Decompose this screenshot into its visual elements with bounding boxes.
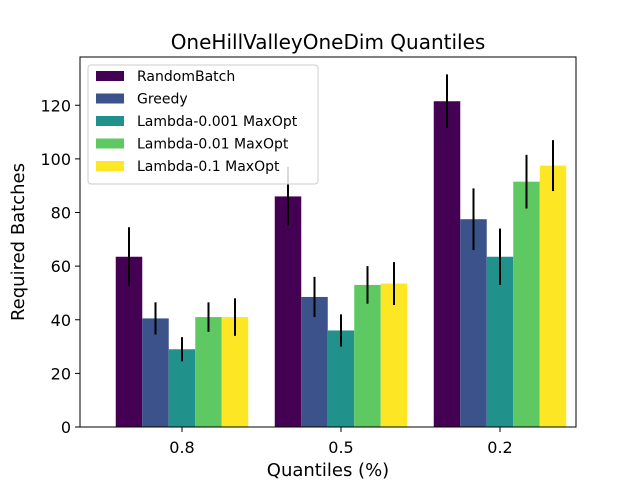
legend-swatch [96, 138, 124, 149]
y-tick-label: 80 [51, 204, 71, 223]
x-tick-label: 0.8 [169, 438, 194, 457]
legend-swatch [96, 116, 124, 126]
legend-label: Lambda-0.1 MaxOpt [137, 159, 280, 175]
bar-lambda-0-01-maxopt-0-5 [354, 284, 381, 427]
bar-lambda-0-1-maxopt-0-5 [380, 283, 408, 427]
x-tick-label: 0.5 [328, 438, 353, 457]
y-axis: 0 20 40 60 80 100 120 [40, 96, 80, 437]
x-tick-label: 0.2 [487, 438, 512, 457]
legend-swatch [96, 71, 124, 81]
legend-swatch [96, 93, 124, 104]
bar-lambda-0-01-maxopt-0-2 [513, 181, 540, 427]
y-tick-label: 120 [40, 96, 71, 115]
y-axis-label: Required Batches [8, 163, 29, 321]
bar-lambda-0-001-maxopt-0-2 [486, 256, 514, 427]
x-axis: 0.8 0.5 0.2 [169, 427, 513, 457]
legend-label: Greedy [137, 92, 188, 108]
legend-label: Lambda-0.01 MaxOpt [137, 137, 289, 153]
legend-frame [87, 64, 319, 185]
plot-frame [79, 56, 577, 428]
bar-lambda-0-001-maxopt-0-8 [168, 349, 196, 427]
bar-lambda-0-01-maxopt-0-8 [195, 317, 222, 427]
legend-swatch [96, 161, 124, 171]
y-tick-label: 60 [51, 257, 71, 276]
bar-randombatch-0-5 [274, 196, 302, 427]
legend-label: RandomBatch [137, 69, 235, 85]
chart-title: OneHillValleyOneDim Quantiles [171, 30, 486, 54]
y-tick-label: 0 [61, 418, 71, 437]
y-tick-label: 40 [51, 311, 71, 330]
bar-randombatch-0-2 [433, 101, 461, 428]
bars-layer [115, 101, 567, 428]
bar-lambda-0-1-maxopt-0-2 [539, 165, 567, 427]
bar-greedy-0-8 [142, 318, 169, 427]
y-tick-label: 20 [51, 364, 71, 383]
y-tick-label: 100 [40, 150, 71, 169]
legend: RandomBatch Greedy Lambda-0.001 MaxOpt Lamb… [87, 64, 319, 185]
bar-greedy-0-5 [301, 296, 328, 427]
x-axis-label: Quantiles (%) [267, 460, 389, 480]
legend-label: Lambda-0.001 MaxOpt [137, 114, 298, 130]
bar-greedy-0-2 [460, 219, 487, 427]
